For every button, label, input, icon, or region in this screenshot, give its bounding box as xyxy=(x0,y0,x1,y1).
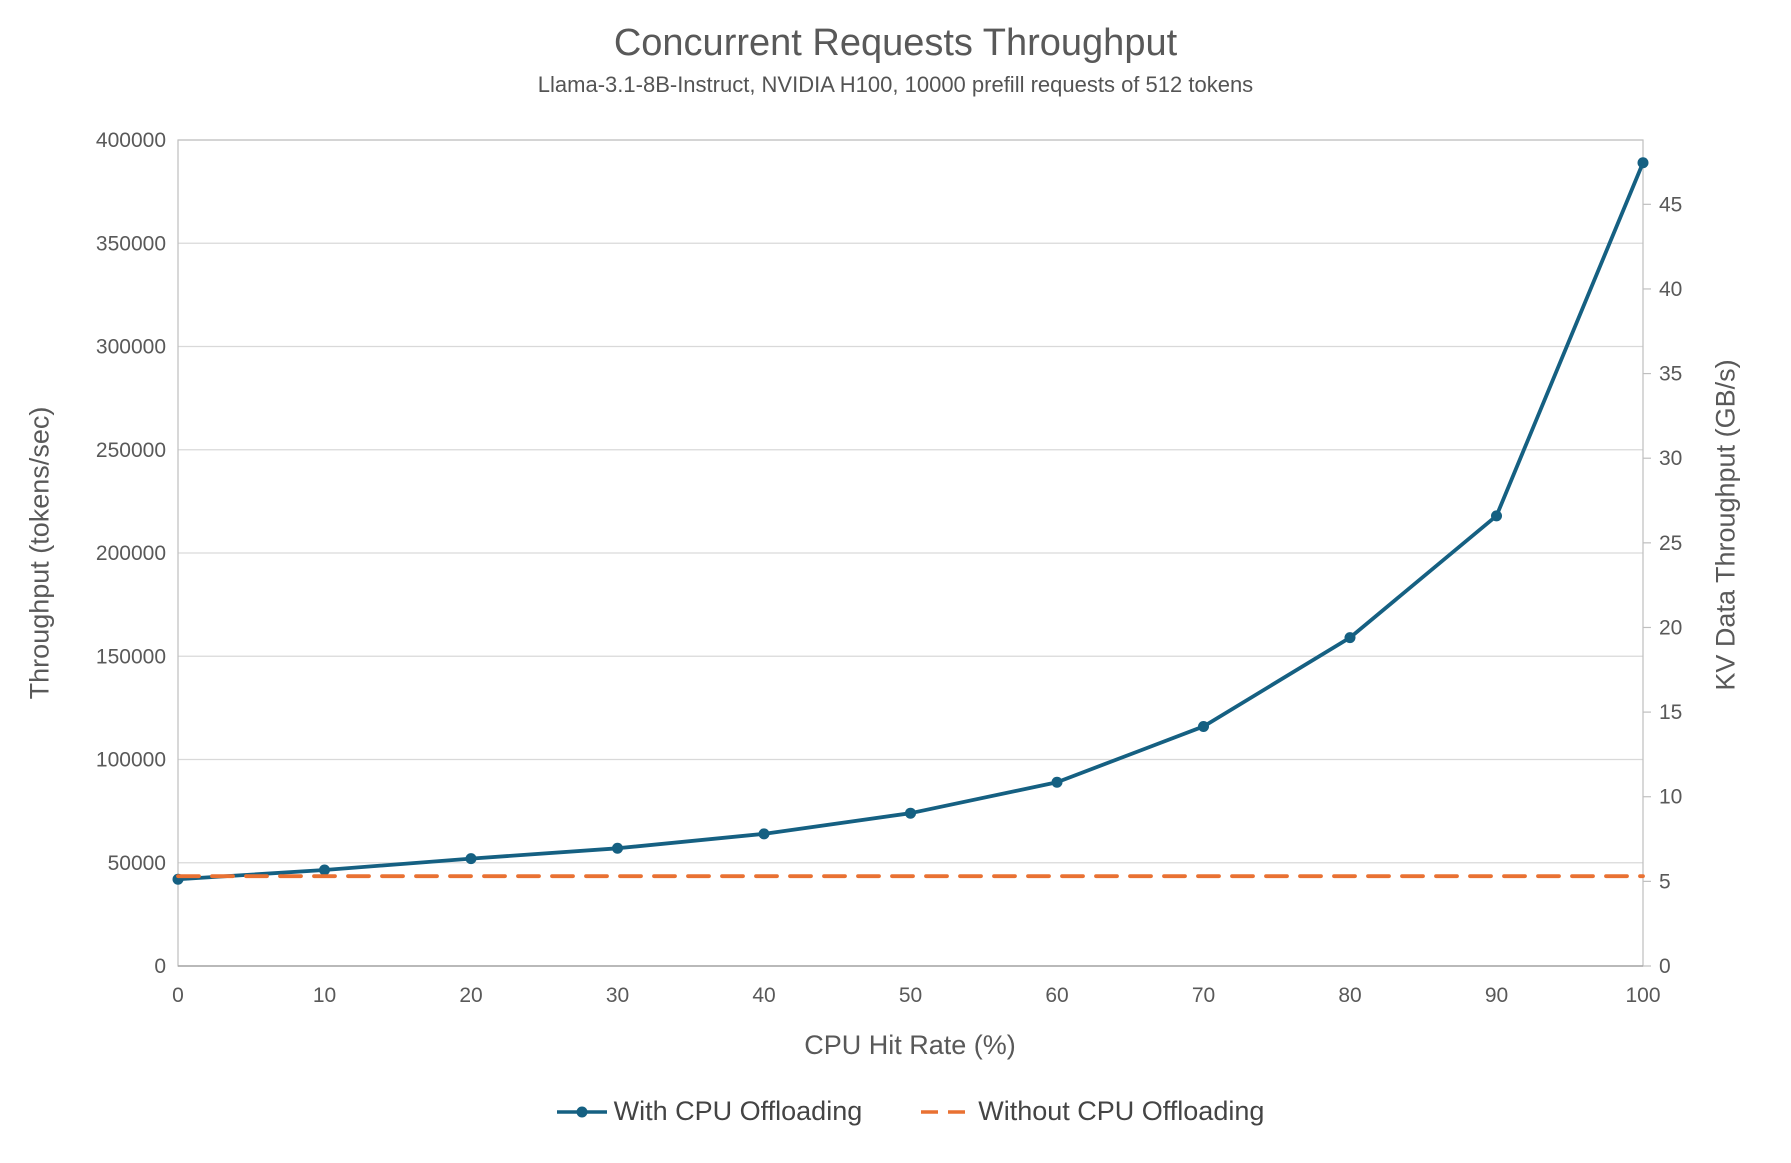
legend-swatch-line-marker-icon xyxy=(556,1106,607,1117)
right-axis-tick-label: 40 xyxy=(1659,278,1682,301)
left-axis-tick-label: 400000 xyxy=(96,129,166,152)
right-axis-tick-label: 20 xyxy=(1659,616,1682,639)
x-axis-tick-label: 40 xyxy=(752,984,775,1007)
legend-label: With CPU Offloading xyxy=(613,1096,863,1126)
right-axis-tick-label: 15 xyxy=(1659,701,1682,724)
legend: With CPU Offloading Without CPU Offloadi… xyxy=(0,1096,1791,1127)
right-axis-tick-label: 0 xyxy=(1659,955,1671,978)
x-axis-tick-label: 60 xyxy=(1045,984,1068,1007)
data-point-marker xyxy=(1637,157,1649,169)
left-axis-tick-label: 250000 xyxy=(96,439,166,462)
x-axis-title: CPU Hit Rate (%) xyxy=(804,1030,1016,1060)
x-axis-tick-label: 90 xyxy=(1485,984,1508,1007)
data-point-marker xyxy=(758,828,770,840)
x-axis-tick-label: 30 xyxy=(606,984,629,1007)
legend-label: Without CPU Offloading xyxy=(978,1096,1265,1126)
data-point-marker xyxy=(1491,510,1502,522)
right-axis-tick-label: 35 xyxy=(1659,363,1682,386)
right-axis-tick-label: 5 xyxy=(1659,870,1671,893)
x-axis-tick-label: 80 xyxy=(1338,984,1361,1007)
chart-title: Concurrent Requests Throughput xyxy=(613,22,1178,64)
x-axis-tick-label: 10 xyxy=(313,984,336,1007)
right-axis-tick-label: 25 xyxy=(1659,532,1682,555)
left-axis-tick-label: 100000 xyxy=(96,749,166,772)
left-axis-tick-label: 200000 xyxy=(96,542,166,565)
series-line-solid xyxy=(176,160,1645,882)
x-axis-tick-label: 20 xyxy=(459,984,482,1007)
data-point-marker xyxy=(1051,776,1063,788)
left-axis-tick-label: 350000 xyxy=(96,232,166,255)
data-point-marker xyxy=(905,807,916,819)
left-axis-tick-label: 300000 xyxy=(96,336,166,359)
x-axis-tick-label: 50 xyxy=(899,984,922,1007)
data-point-marker xyxy=(465,853,477,865)
chart-subtitle: Llama-3.1-8B-Instruct, NVIDIA H100, 1000… xyxy=(537,72,1254,97)
data-point-marker xyxy=(1198,720,1209,732)
legend-item-with-offloading: With CPU Offloading xyxy=(556,1096,863,1127)
right-axis-tick-label: 30 xyxy=(1659,447,1682,470)
data-point-marker xyxy=(612,842,623,854)
data-point-marker xyxy=(319,864,330,876)
right-axis-tick-label: 10 xyxy=(1659,786,1682,809)
left-axis-tick-label: 150000 xyxy=(96,645,166,668)
x-axis-tick-label: 0 xyxy=(172,984,184,1007)
data-point-marker xyxy=(1344,632,1356,644)
legend-swatch-dashed-line-icon xyxy=(921,1109,972,1114)
legend-item-without-offloading: Without CPU Offloading xyxy=(920,1096,1264,1127)
left-axis-tick-label: 50000 xyxy=(108,852,166,875)
x-axis-tick-label: 100 xyxy=(1625,984,1660,1007)
right-axis-tick-label: 45 xyxy=(1659,193,1682,216)
left-axis-tick-label: 0 xyxy=(154,955,166,978)
x-axis-tick-label: 70 xyxy=(1192,984,1215,1007)
